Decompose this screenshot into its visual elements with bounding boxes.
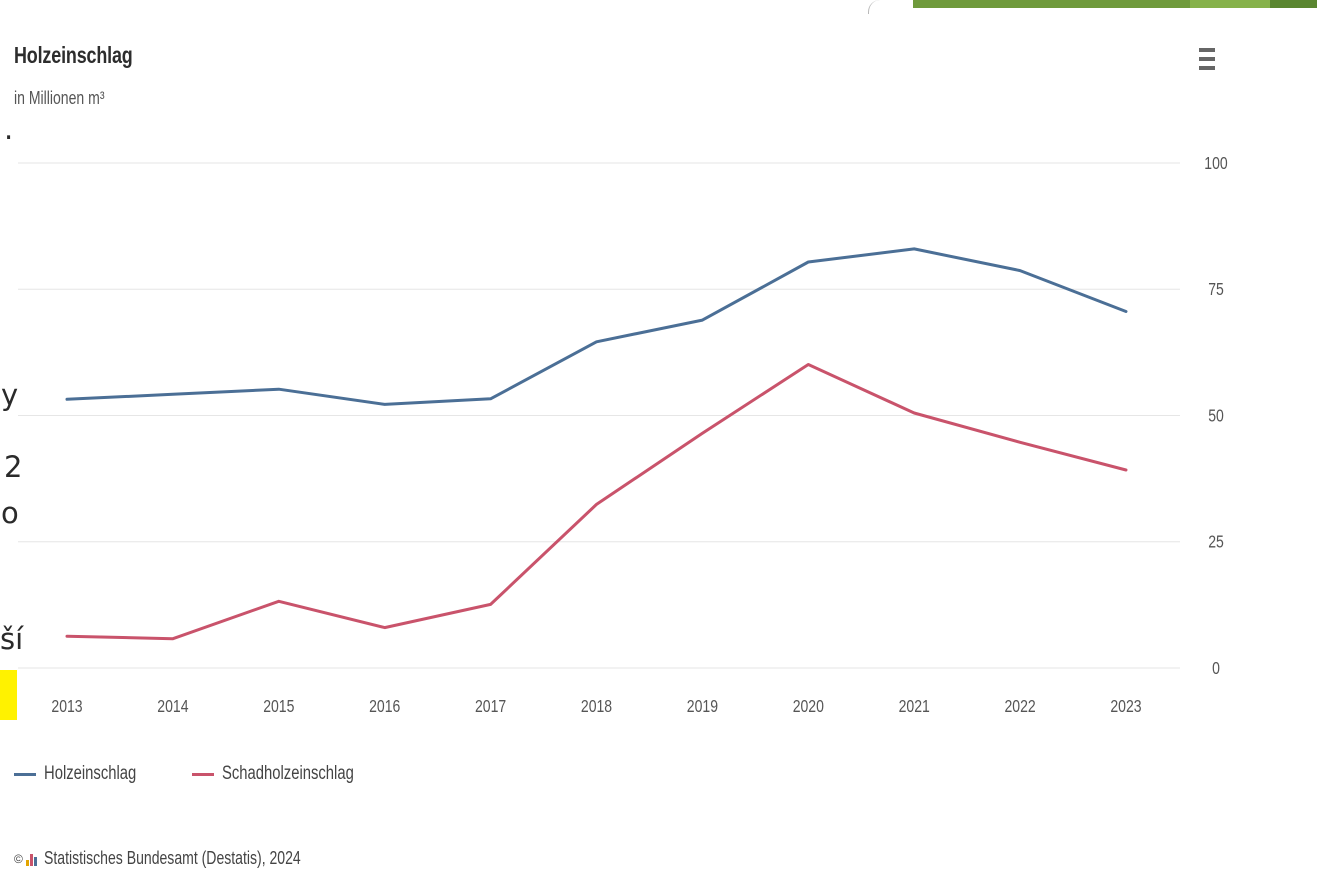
legend-item-schadholzeinschlag[interactable]: Schadholzeinschlag — [192, 763, 382, 785]
credits-text: Statistisches Bundesamt (Destatis), 2024 — [43, 848, 301, 868]
slide-text-fragment: . — [4, 112, 14, 146]
x-tick-label: 2020 — [793, 696, 824, 716]
x-tick-label: 2014 — [157, 696, 188, 716]
series-line-schadholzeinschlag — [65, 363, 1128, 641]
legend-item-holzeinschlag[interactable]: Holzeinschlag — [14, 763, 162, 785]
copyright-symbol: © — [14, 851, 23, 866]
text-highlight — [0, 670, 17, 720]
destatis-logo-icon — [25, 852, 38, 866]
slide-text-fragment: ší — [0, 622, 24, 656]
chart-legend: Holzeinschlag Schadholzeinschlag — [14, 762, 412, 786]
slide-text-fragment: o — [1, 496, 19, 530]
legend-swatch — [14, 772, 36, 776]
legend-label: Schadholzeinschlag — [222, 763, 354, 784]
legend-swatch — [192, 772, 214, 776]
slide-text-fragment: 2 — [4, 450, 23, 484]
chart-title: Holzeinschlag — [14, 42, 133, 68]
y-tick-label: 25 — [1208, 532, 1224, 552]
x-tick-label: 2016 — [369, 696, 400, 716]
x-tick-label: 2015 — [263, 696, 294, 716]
x-tick-label: 2022 — [1004, 696, 1035, 716]
x-tick-label: 2017 — [475, 696, 506, 716]
hamburger-menu-icon[interactable] — [1199, 48, 1215, 72]
accent-bar-light — [1190, 0, 1270, 8]
slide-text-fragment: y — [1, 378, 19, 412]
x-tick-label: 2018 — [581, 696, 612, 716]
y-tick-label: 50 — [1208, 406, 1224, 426]
x-tick-label: 2013 — [51, 696, 82, 716]
x-tick-label: 2021 — [899, 696, 930, 716]
y-tick-label: 100 — [1204, 153, 1227, 173]
accent-bar — [913, 0, 1317, 8]
y-tick-label: 0 — [1212, 658, 1220, 678]
y-tick-label: 75 — [1208, 280, 1224, 300]
chart-subtitle: in Millionen m³ — [14, 88, 105, 108]
x-tick-label: 2019 — [687, 696, 718, 716]
slide-corner-line — [868, 0, 883, 14]
legend-label: Holzeinschlag — [44, 763, 137, 784]
series-line-holzeinschlag — [65, 247, 1128, 406]
chart-credits[interactable]: © Statistisches Bundesamt (Destatis), 20… — [14, 848, 373, 869]
accent-bar-dark — [1270, 0, 1317, 8]
x-tick-label: 2023 — [1110, 696, 1141, 716]
